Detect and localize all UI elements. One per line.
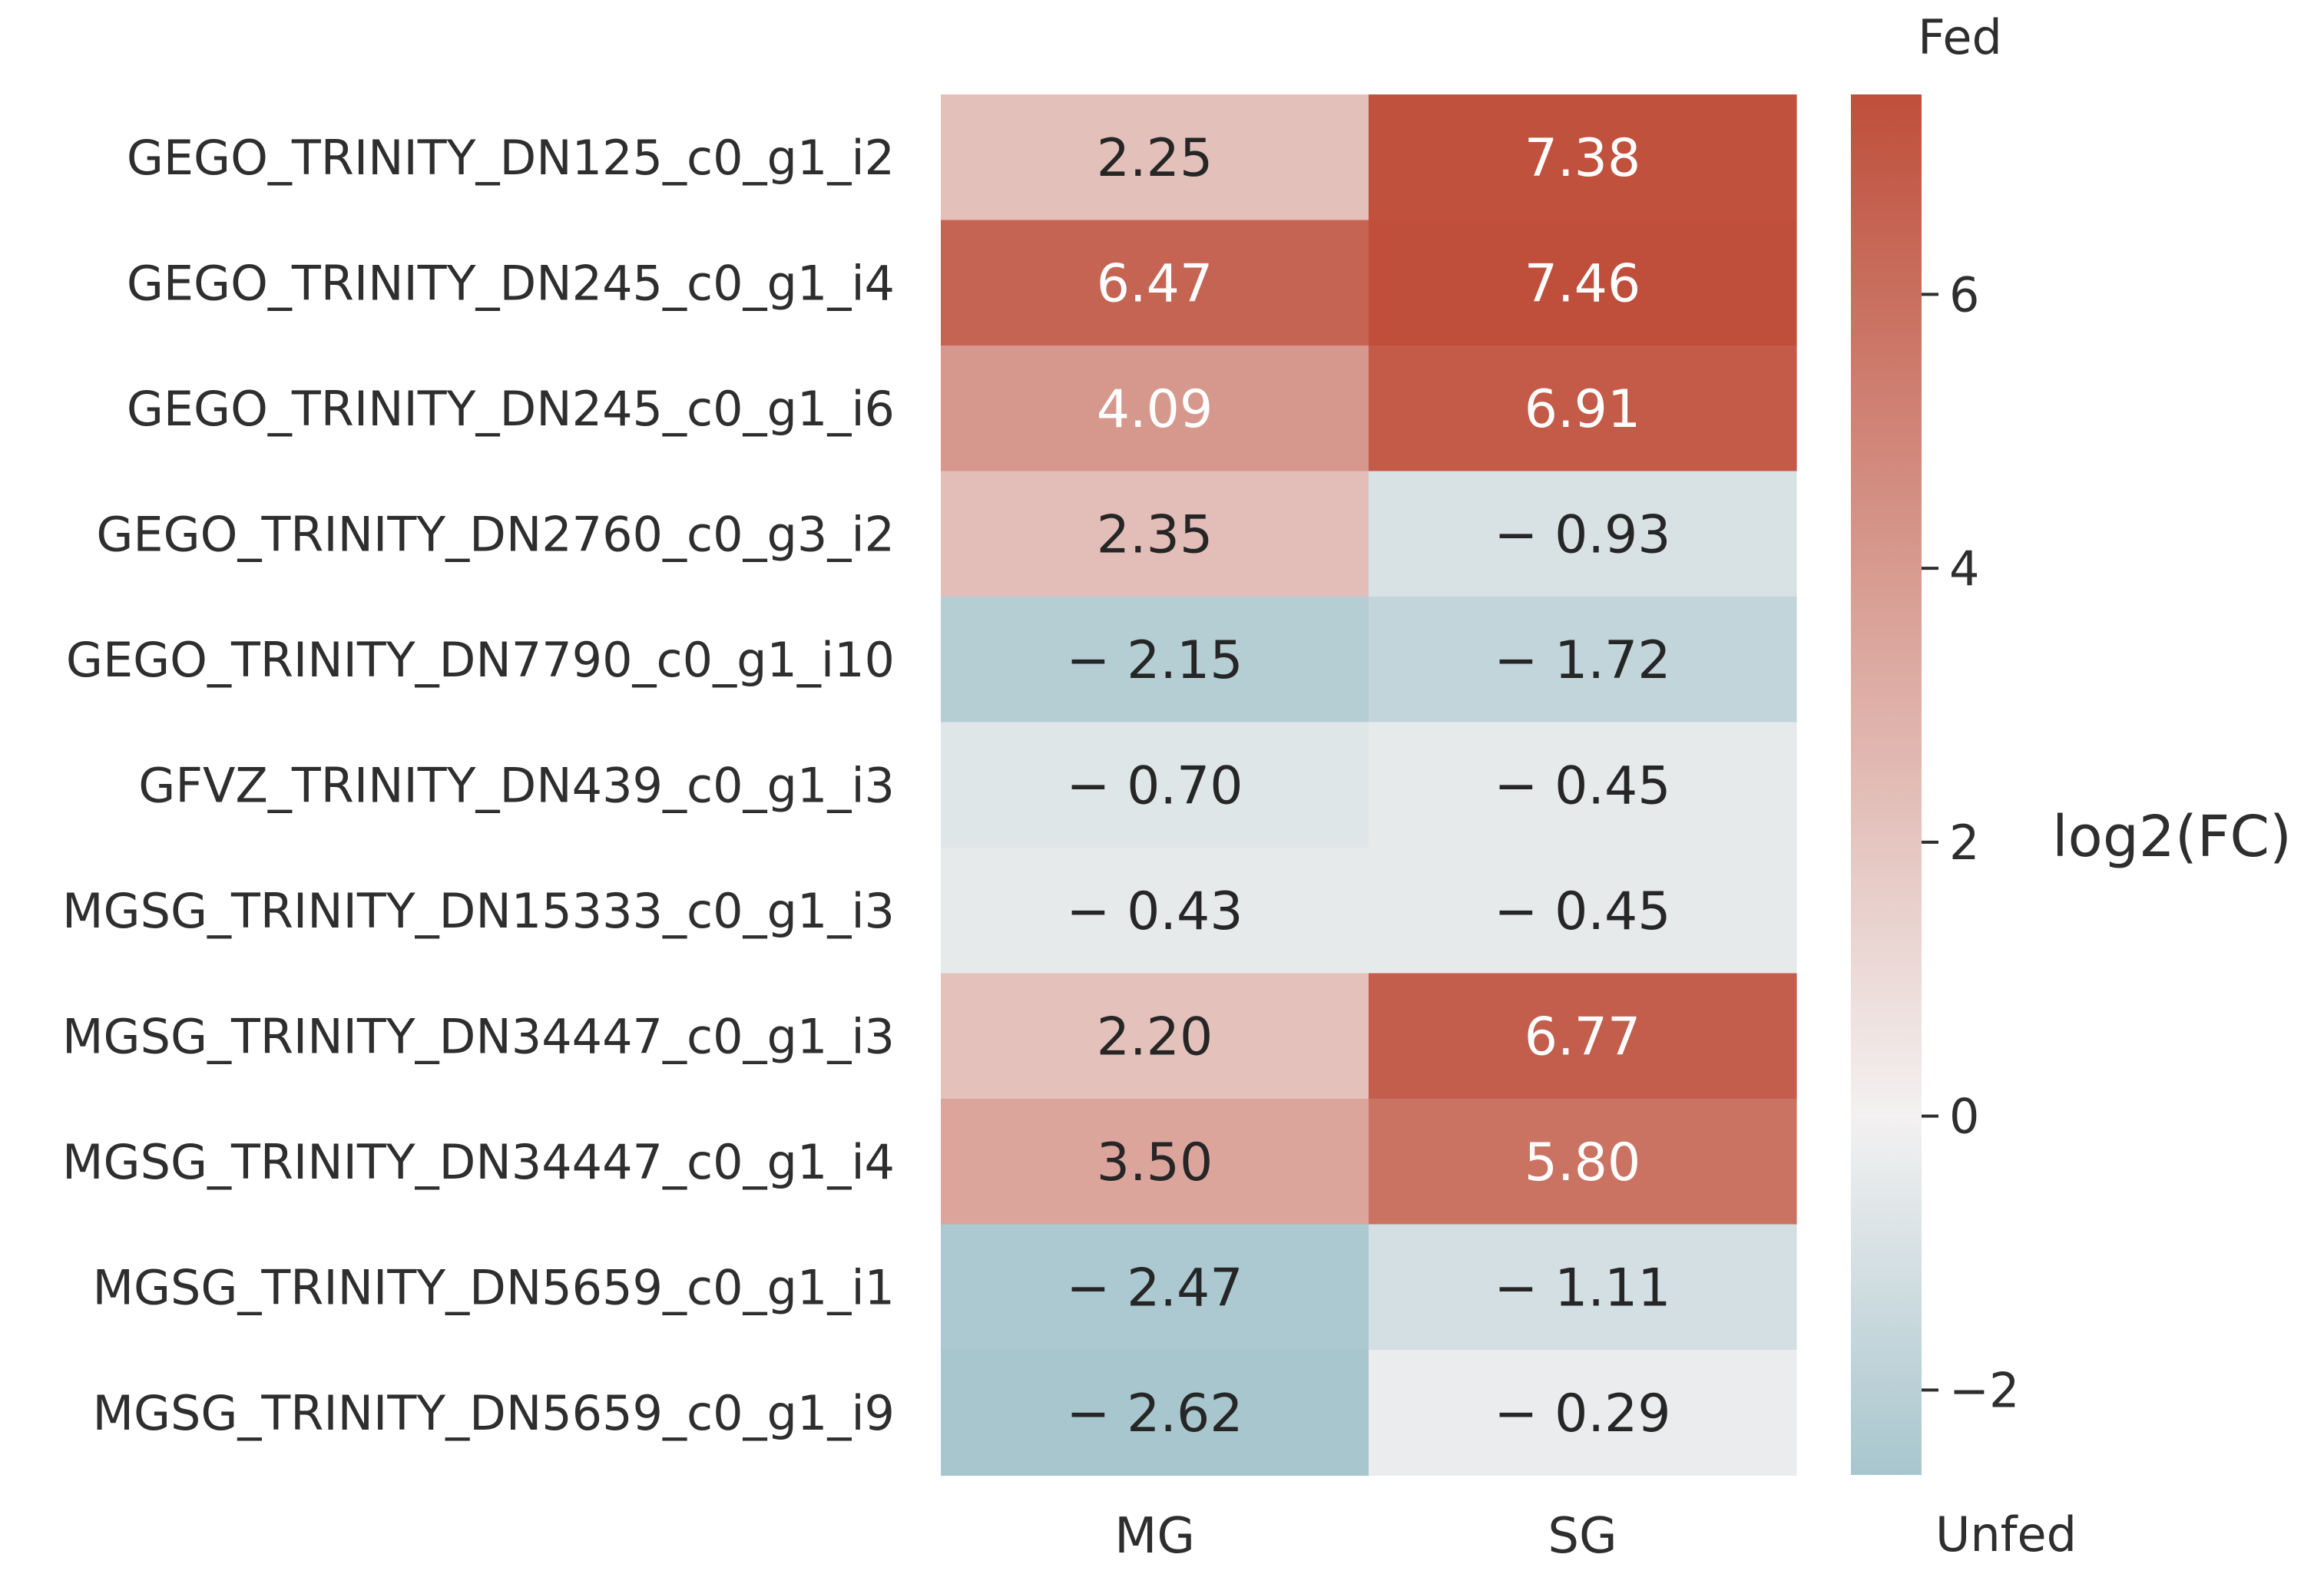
heatmap-cell-mg-row-9 xyxy=(941,1099,1369,1225)
heatmap-cell-sg-row-10 xyxy=(1369,1224,1797,1351)
colorbar-bottom-label: Unfed xyxy=(1935,1506,2077,1563)
cell-value-label: − 0.93 xyxy=(1495,504,1671,565)
colorbar-tick-label: 6 xyxy=(1949,266,1979,322)
cell-value-label: − 1.11 xyxy=(1495,1258,1671,1318)
heatmap-cell-labels: 2.25 7.38 6.47 7.46 4.09 6.91 2.35 − 0.93 − 2.15… xyxy=(1067,128,1671,1444)
row-label: GEGO_TRINITY_DN245_c0_g1_i4 xyxy=(127,255,895,311)
heatmap-cells xyxy=(941,94,1797,1477)
heatmap-cell-mg-row-8 xyxy=(941,973,1369,1100)
cell-value-label: − 0.43 xyxy=(1067,881,1243,942)
heatmap-cell-mg-row-6 xyxy=(941,722,1369,848)
heatmap-cell-sg-row-7 xyxy=(1369,848,1797,974)
cell-value-label: 2.25 xyxy=(1097,128,1213,189)
column-label-sg: SG xyxy=(1548,1508,1617,1565)
cell-value-label: 2.20 xyxy=(1097,1007,1213,1067)
colorbar-top-label: Fed xyxy=(1918,9,2002,65)
heatmap-cell-mg-row-2 xyxy=(941,220,1369,346)
cell-value-label: − 2.62 xyxy=(1067,1384,1243,1444)
cell-value-label: − 0.70 xyxy=(1067,756,1243,816)
heatmap-cell-mg-row-1 xyxy=(941,94,1369,221)
heatmap-cell-sg-row-5 xyxy=(1369,597,1797,723)
cell-value-label: 4.09 xyxy=(1097,379,1213,440)
row-label: MGSG_TRINITY_DN5659_c0_g1_i1 xyxy=(93,1259,896,1315)
cell-value-label: 2.35 xyxy=(1097,504,1213,565)
cell-value-label: − 0.45 xyxy=(1495,881,1671,942)
colorbar-ticks: 6 4 2 0 −2 xyxy=(1922,266,2019,1418)
row-label: GFVZ_TRINITY_DN439_c0_g1_i3 xyxy=(138,757,895,813)
cell-value-label: − 0.29 xyxy=(1495,1384,1671,1444)
column-labels: MG SG xyxy=(1114,1508,1617,1565)
colorbar-tick-label: 2 xyxy=(1949,815,1979,871)
cell-value-label: 5.80 xyxy=(1525,1133,1640,1193)
row-label: MGSG_TRINITY_DN34447_c0_g1_i3 xyxy=(62,1008,895,1064)
colorbar-tick-label: 4 xyxy=(1949,541,1979,597)
heatmap-cell-sg-row-11 xyxy=(1369,1350,1797,1477)
colorbar-tick-label: 0 xyxy=(1949,1089,1979,1145)
colorbar xyxy=(1851,94,1922,1475)
colorbar-tick-label: −2 xyxy=(1949,1362,2019,1418)
heatmap-cell-mg-row-11 xyxy=(941,1350,1369,1477)
heatmap-cell-mg-row-4 xyxy=(941,471,1369,597)
row-labels: GEGO_TRINITY_DN125_c0_g1_i2 GEGO_TRINITY_… xyxy=(62,130,895,1441)
cell-value-label: − 2.47 xyxy=(1067,1258,1243,1318)
cell-value-label: − 1.72 xyxy=(1495,630,1671,691)
row-label: MGSG_TRINITY_DN34447_c0_g1_i4 xyxy=(62,1134,895,1190)
row-label: MGSG_TRINITY_DN5659_c0_g1_i9 xyxy=(93,1385,896,1441)
colorbar-label: log2(FC) xyxy=(2052,804,2292,870)
heatmap-cell-mg-row-5 xyxy=(941,597,1369,723)
row-label: GEGO_TRINITY_DN2760_c0_g3_i2 xyxy=(96,506,895,562)
heatmap-cell-sg-row-9 xyxy=(1369,1099,1797,1225)
cell-value-label: − 0.45 xyxy=(1495,756,1671,816)
heatmap-cell-sg-row-1 xyxy=(1369,94,1797,221)
heatmap-cell-mg-row-10 xyxy=(941,1224,1369,1351)
row-label: GEGO_TRINITY_DN125_c0_g1_i2 xyxy=(127,130,895,186)
cell-value-label: 6.91 xyxy=(1525,379,1640,440)
cell-value-label: 7.46 xyxy=(1525,253,1640,314)
row-label: GEGO_TRINITY_DN7790_c0_g1_i10 xyxy=(66,632,895,688)
cell-value-label: 3.50 xyxy=(1097,1133,1213,1193)
heatmap-cell-sg-row-4 xyxy=(1369,471,1797,597)
heatmap-cell-sg-row-3 xyxy=(1369,346,1797,472)
cell-value-label: − 2.15 xyxy=(1067,630,1243,691)
row-label: MGSG_TRINITY_DN15333_c0_g1_i3 xyxy=(62,883,895,939)
heatmap-cell-sg-row-8 xyxy=(1369,973,1797,1100)
cell-value-label: 6.77 xyxy=(1525,1007,1640,1067)
column-label-mg: MG xyxy=(1114,1508,1195,1565)
row-label: GEGO_TRINITY_DN245_c0_g1_i6 xyxy=(127,381,895,437)
heatmap-cell-sg-row-2 xyxy=(1369,220,1797,346)
heatmap-cell-mg-row-3 xyxy=(941,346,1369,472)
cell-value-label: 7.38 xyxy=(1525,128,1640,189)
cell-value-label: 6.47 xyxy=(1097,253,1213,314)
heatmap-cell-mg-row-7 xyxy=(941,848,1369,974)
heatmap-cell-sg-row-6 xyxy=(1369,722,1797,848)
